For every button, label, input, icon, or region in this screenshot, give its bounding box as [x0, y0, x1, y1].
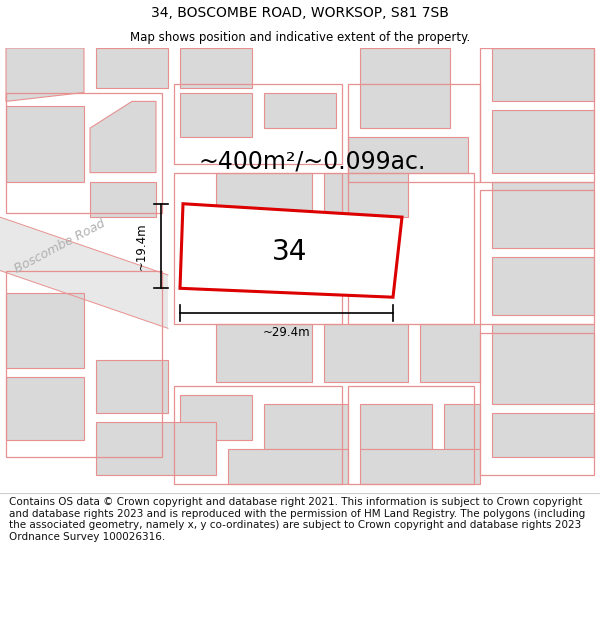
Polygon shape — [444, 404, 480, 449]
Polygon shape — [360, 404, 432, 449]
Polygon shape — [492, 181, 594, 248]
Polygon shape — [360, 449, 480, 484]
Polygon shape — [420, 324, 480, 382]
Polygon shape — [90, 181, 156, 217]
Polygon shape — [96, 359, 168, 413]
Polygon shape — [6, 378, 84, 439]
Polygon shape — [492, 257, 594, 315]
Polygon shape — [180, 92, 252, 137]
Polygon shape — [360, 48, 450, 128]
Text: 34: 34 — [272, 238, 307, 266]
Polygon shape — [264, 92, 336, 128]
Polygon shape — [492, 413, 594, 458]
Polygon shape — [180, 204, 402, 298]
Polygon shape — [216, 173, 312, 217]
Polygon shape — [228, 449, 348, 484]
Polygon shape — [324, 173, 408, 217]
Polygon shape — [324, 324, 408, 382]
Polygon shape — [492, 324, 594, 404]
Text: Map shows position and indicative extent of the property.: Map shows position and indicative extent… — [130, 31, 470, 44]
Polygon shape — [90, 101, 156, 172]
Polygon shape — [180, 395, 252, 439]
Polygon shape — [264, 404, 348, 449]
Polygon shape — [6, 106, 84, 181]
Polygon shape — [492, 110, 594, 173]
Text: ~19.4m: ~19.4m — [134, 222, 148, 270]
Polygon shape — [96, 48, 168, 88]
Polygon shape — [180, 48, 252, 88]
Polygon shape — [6, 292, 84, 368]
Polygon shape — [0, 217, 168, 328]
Polygon shape — [348, 137, 468, 172]
Text: Contains OS data © Crown copyright and database right 2021. This information is : Contains OS data © Crown copyright and d… — [9, 497, 585, 542]
Text: Boscombe Road: Boscombe Road — [13, 217, 107, 276]
Text: ~400m²/~0.099ac.: ~400m²/~0.099ac. — [199, 149, 425, 174]
Polygon shape — [96, 422, 216, 475]
Polygon shape — [6, 48, 84, 101]
Text: 34, BOSCOMBE ROAD, WORKSOP, S81 7SB: 34, BOSCOMBE ROAD, WORKSOP, S81 7SB — [151, 6, 449, 21]
Text: ~29.4m: ~29.4m — [263, 326, 310, 339]
Polygon shape — [216, 324, 312, 382]
Polygon shape — [492, 48, 594, 101]
